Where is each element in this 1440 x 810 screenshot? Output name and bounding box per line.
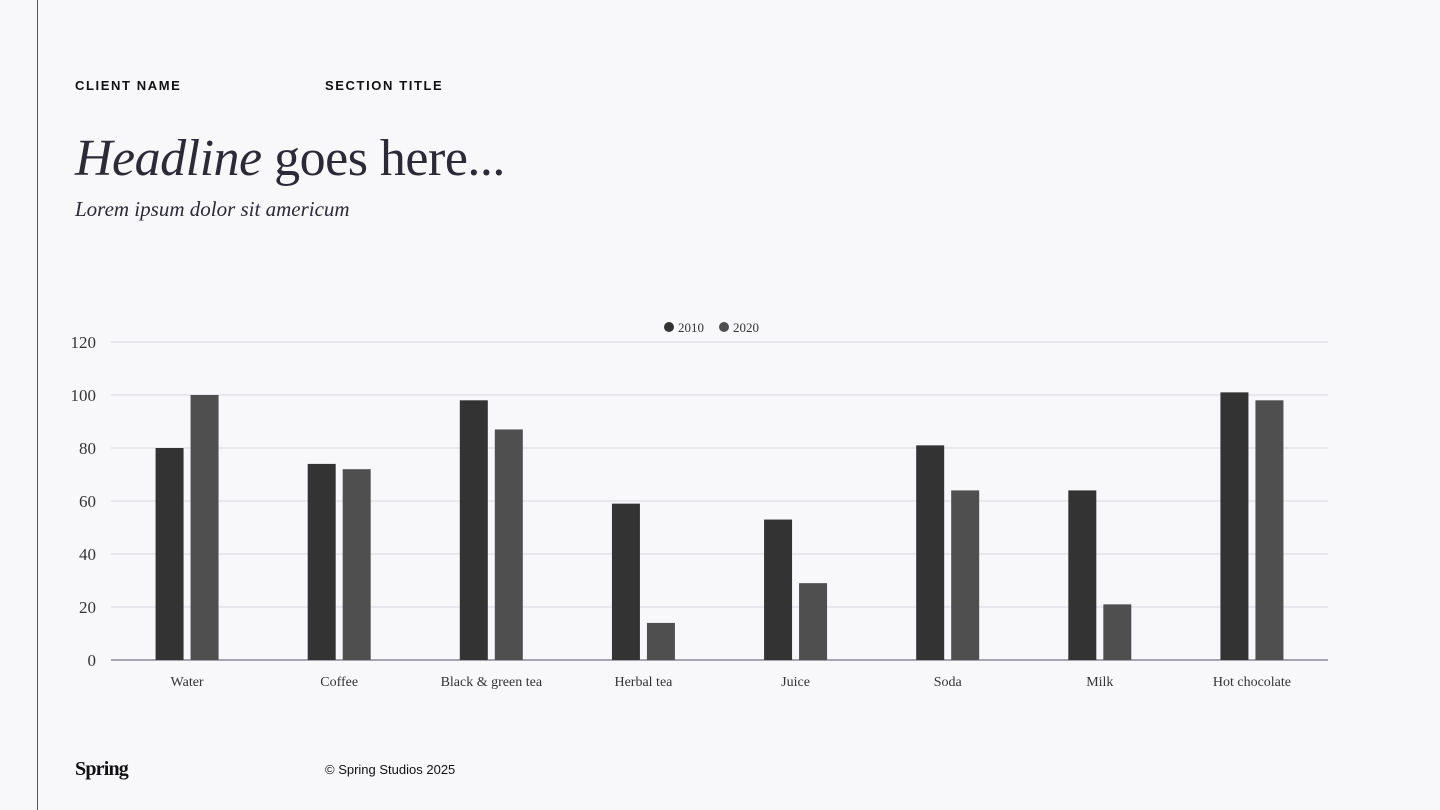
y-tick-label: 100 [71, 386, 97, 405]
bar-2020-herbal-tea [646, 622, 675, 660]
y-tick-label: 120 [71, 333, 97, 352]
legend: 2010 2020 [664, 320, 759, 335]
y-tick-label: 0 [88, 651, 97, 670]
y-tick-label: 40 [79, 545, 96, 564]
bar-2010-coffee [307, 463, 336, 660]
category-label: Juice [781, 675, 810, 690]
category-label: Coffee [320, 675, 358, 690]
legend-marker-2020 [719, 322, 729, 332]
y-tick-label: 60 [79, 492, 96, 511]
bar-2020-juice [799, 583, 828, 660]
x-axis-categories: Water Coffee Black & green tea Herbal tea Ju… [171, 675, 1291, 690]
bar-2020-black-green-tea [494, 429, 523, 660]
client-name: CLIENT NAME [75, 78, 182, 93]
grid-lines [111, 341, 1328, 661]
headline: Headline goes here... [75, 128, 505, 190]
headline-rest: goes here... [261, 130, 505, 187]
bar-2010-hot-chocolate [1220, 392, 1249, 660]
category-label: Water [171, 675, 204, 690]
bar-chart: 0 20 40 60 80 100 120 Water Coffee Black & green… [71, 320, 1328, 690]
bar-2010-herbal-tea [611, 503, 640, 660]
y-tick-label: 80 [79, 439, 96, 458]
bar-2010-water [155, 448, 184, 660]
bar-2010-juice [764, 519, 793, 660]
spring-logo: Spring [75, 758, 129, 780]
category-label: Black & green tea [441, 675, 543, 690]
legend-marker-2010 [664, 322, 674, 332]
bar-2020-milk [1103, 604, 1132, 660]
category-label: Herbal tea [614, 675, 673, 690]
bar-2020-hot-chocolate [1255, 400, 1284, 660]
bar-2020-water [190, 395, 219, 660]
bar-2010-soda [916, 445, 945, 660]
bars [155, 392, 1284, 660]
left-vertical-rule [37, 0, 38, 810]
bar-2020-coffee [342, 469, 371, 660]
copyright: © Spring Studios 2025 [325, 762, 456, 777]
bar-2010-black-green-tea [459, 400, 488, 660]
bar-2020-soda [951, 490, 980, 660]
bar-2010-milk [1068, 490, 1097, 660]
category-label: Hot chocolate [1213, 675, 1291, 690]
legend-label-2010: 2010 [678, 320, 704, 335]
section-title: SECTION TITLE [325, 78, 444, 93]
y-tick-label: 20 [79, 598, 96, 617]
legend-label-2020: 2020 [733, 320, 759, 335]
y-axis-ticks: 0 20 40 60 80 100 120 [71, 333, 97, 670]
category-label: Soda [934, 675, 963, 690]
category-label: Milk [1086, 675, 1113, 690]
headline-italic: Headline [75, 130, 262, 187]
subtitle: Lorem ipsum dolor sit americum [75, 197, 350, 221]
